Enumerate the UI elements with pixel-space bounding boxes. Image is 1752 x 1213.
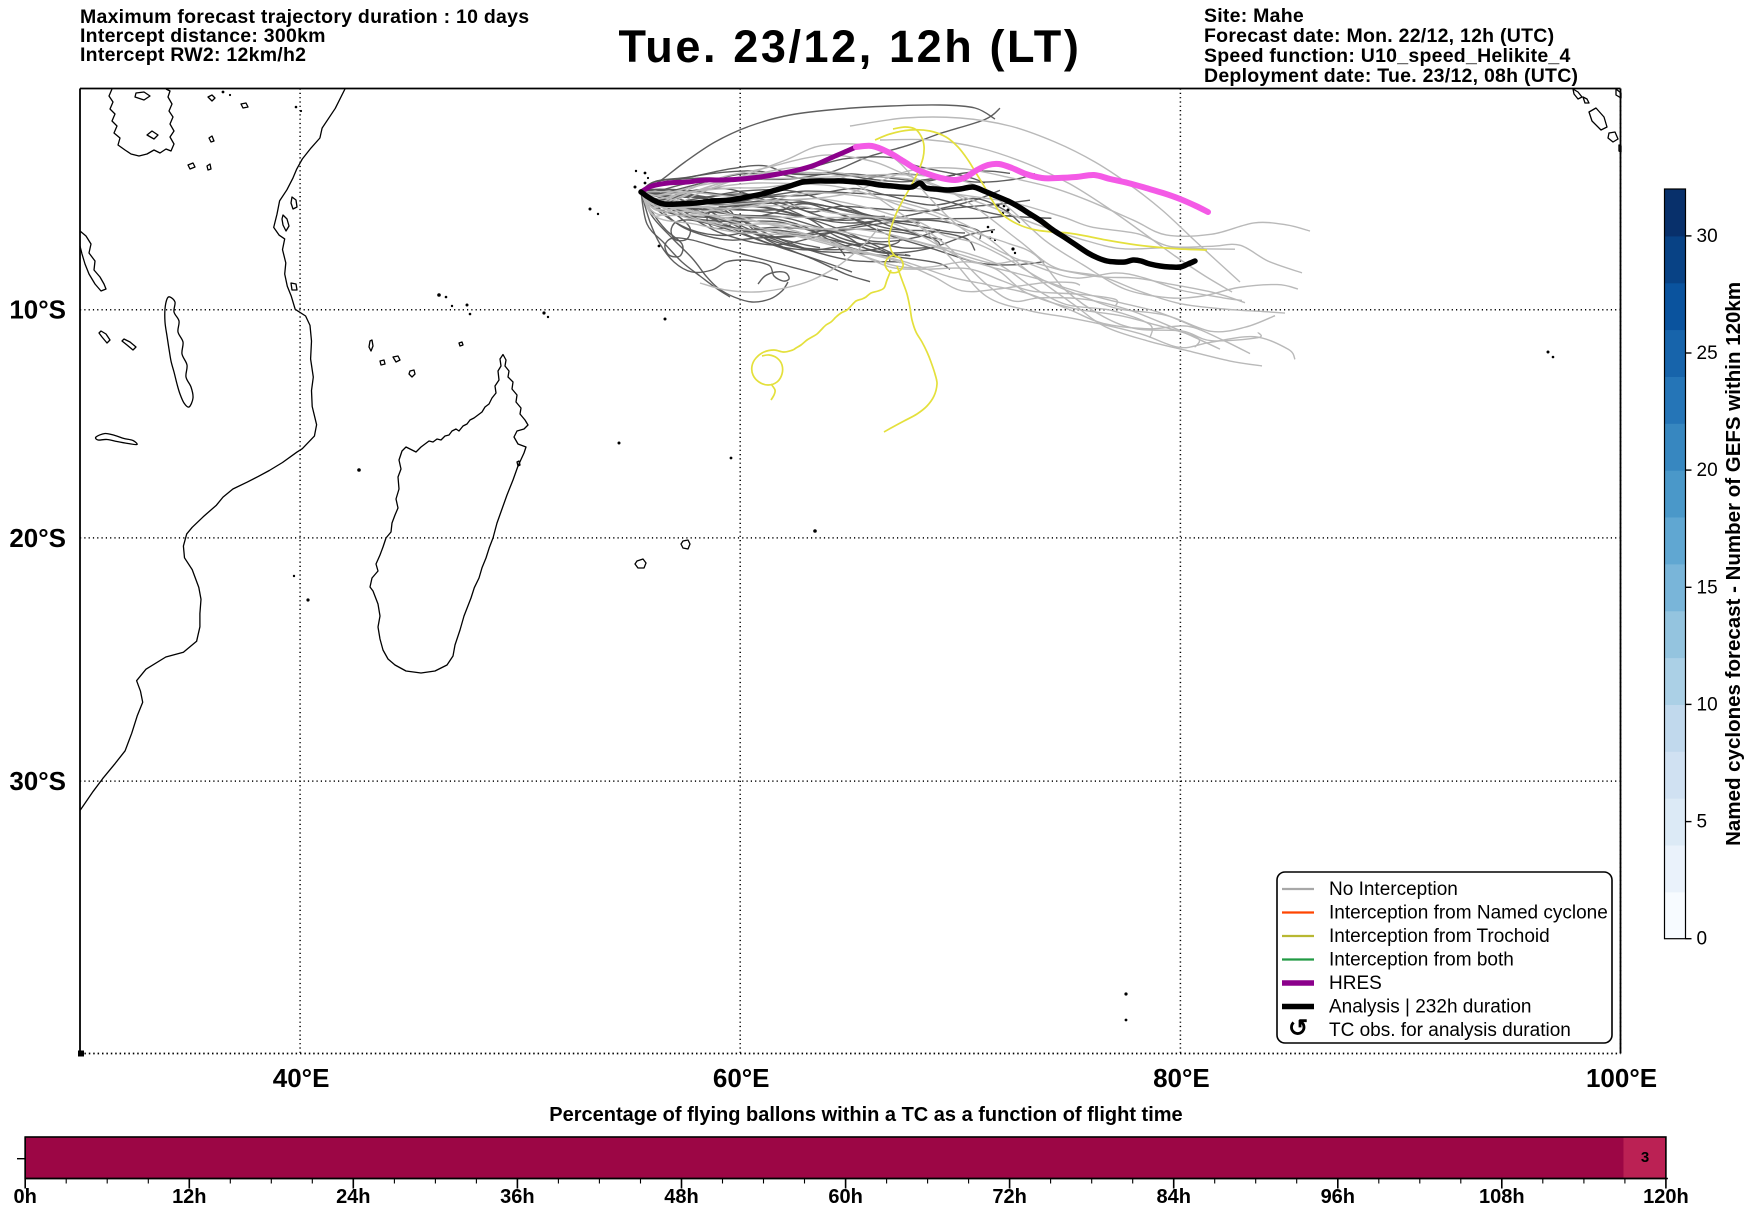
svg-text:40°E: 40°E	[273, 1063, 330, 1093]
svg-text:60h: 60h	[828, 1186, 862, 1208]
svg-text:HRES: HRES	[1329, 973, 1382, 994]
svg-text:30: 30	[1697, 226, 1718, 247]
svg-text:10°S: 10°S	[9, 295, 66, 325]
svg-text:Intercept distance: 300km: Intercept distance: 300km	[80, 25, 326, 47]
svg-text:5: 5	[1697, 812, 1708, 833]
svg-text:Maximum forecast trajectory du: Maximum forecast trajectory duration : 1…	[80, 6, 529, 28]
svg-text:60°E: 60°E	[713, 1063, 770, 1093]
svg-text:Intercept RW2: 12km/h2: Intercept RW2: 12km/h2	[80, 44, 306, 66]
svg-text:↺: ↺	[1288, 1015, 1308, 1042]
svg-text:10: 10	[1697, 694, 1718, 715]
svg-text:3: 3	[1641, 1149, 1649, 1166]
svg-text:96h: 96h	[1321, 1186, 1355, 1208]
svg-text:108h: 108h	[1479, 1186, 1525, 1208]
svg-text:Speed function: U10_speed_Heli: Speed function: U10_speed_Helikite_4	[1204, 45, 1571, 67]
svg-text:24h: 24h	[336, 1186, 370, 1208]
svg-text:25: 25	[1697, 343, 1718, 364]
svg-text:Site: Mahe: Site: Mahe	[1204, 5, 1304, 27]
svg-text:No Interception: No Interception	[1329, 879, 1458, 900]
svg-text:0: 0	[1697, 929, 1708, 950]
svg-text:12h: 12h	[172, 1186, 206, 1208]
svg-text:120h: 120h	[1643, 1186, 1689, 1208]
svg-text:80°E: 80°E	[1153, 1063, 1210, 1093]
svg-text:48h: 48h	[664, 1186, 698, 1208]
svg-text:15: 15	[1697, 577, 1718, 598]
svg-text:TC obs. for analysis duration: TC obs. for analysis duration	[1329, 1020, 1571, 1041]
svg-text:100°E: 100°E	[1586, 1063, 1657, 1093]
svg-text:Deployment date: Tue. 23/12, 0: Deployment date: Tue. 23/12, 08h (UTC)	[1204, 65, 1578, 87]
svg-text:36h: 36h	[500, 1186, 534, 1208]
svg-text:Percentage of flying ballons w: Percentage of flying ballons within a TC…	[549, 1104, 1182, 1126]
svg-text:72h: 72h	[992, 1186, 1026, 1208]
svg-text:Analysis | 232h duration: Analysis | 232h duration	[1329, 997, 1531, 1018]
svg-text:Named cyclones forecast - Numb: Named cyclones forecast - Number of GEFS…	[1722, 282, 1745, 846]
svg-text:30°S: 30°S	[9, 766, 66, 796]
svg-text:0h: 0h	[14, 1186, 37, 1208]
svg-text:Interception from Trochoid: Interception from Trochoid	[1329, 926, 1550, 947]
svg-text:20: 20	[1697, 460, 1718, 481]
svg-text:Interception from both: Interception from both	[1329, 950, 1514, 971]
svg-text:Interception from Named cyclon: Interception from Named cyclone	[1329, 903, 1608, 924]
svg-text:Forecast date: Mon. 22/12, 12h: Forecast date: Mon. 22/12, 12h (UTC)	[1204, 25, 1554, 47]
svg-text:20°S: 20°S	[9, 523, 66, 553]
svg-text:Tue. 23/12, 12h (LT): Tue. 23/12, 12h (LT)	[619, 21, 1082, 72]
svg-text:84h: 84h	[1156, 1186, 1190, 1208]
